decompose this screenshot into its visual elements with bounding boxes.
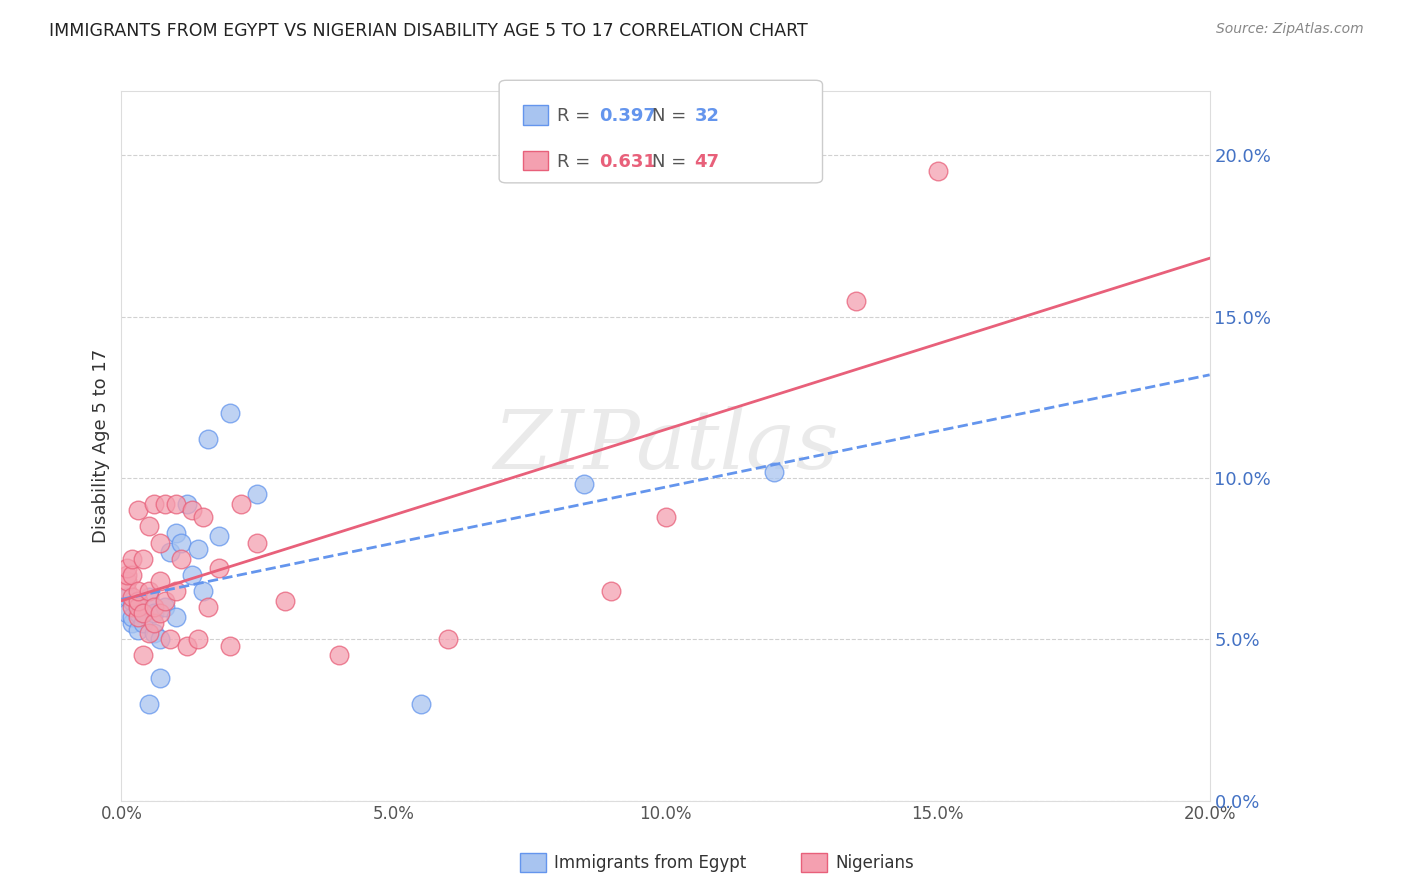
Point <box>148 535 170 549</box>
Point <box>191 509 214 524</box>
Y-axis label: Disability Age 5 to 17: Disability Age 5 to 17 <box>93 349 110 543</box>
Point <box>132 648 155 663</box>
Text: 32: 32 <box>695 107 720 125</box>
Point <box>273 593 295 607</box>
Point <box>115 574 138 589</box>
Point <box>148 607 170 621</box>
Point <box>138 697 160 711</box>
Point <box>165 609 187 624</box>
Point <box>219 639 242 653</box>
Point <box>246 487 269 501</box>
Point <box>115 561 138 575</box>
Point <box>159 632 181 647</box>
Point <box>115 583 138 598</box>
Text: Nigerians: Nigerians <box>835 855 914 872</box>
Point <box>572 477 595 491</box>
Point <box>132 551 155 566</box>
Point <box>170 535 193 549</box>
Point <box>121 591 143 605</box>
Point <box>187 632 209 647</box>
Point <box>132 607 155 621</box>
Point <box>138 591 160 605</box>
Text: 0.397: 0.397 <box>599 107 655 125</box>
Text: Source: ZipAtlas.com: Source: ZipAtlas.com <box>1216 22 1364 37</box>
Point <box>138 625 160 640</box>
Text: R =: R = <box>557 153 596 170</box>
Point <box>165 497 187 511</box>
Point <box>197 600 219 615</box>
Point <box>181 567 204 582</box>
Point <box>153 497 176 511</box>
Point <box>121 567 143 582</box>
Point <box>181 503 204 517</box>
Point <box>143 616 166 631</box>
Point <box>231 497 253 511</box>
Point <box>127 583 149 598</box>
Point <box>127 600 149 615</box>
Point <box>143 607 166 621</box>
Point <box>153 593 176 607</box>
Point <box>187 541 209 556</box>
Point <box>219 407 242 421</box>
Point <box>197 432 219 446</box>
Point <box>153 600 176 615</box>
Point <box>600 583 623 598</box>
Point <box>115 607 138 621</box>
Point <box>127 503 149 517</box>
Point <box>115 567 138 582</box>
Point <box>127 609 149 624</box>
Text: 47: 47 <box>695 153 720 170</box>
Point <box>143 625 166 640</box>
Point <box>159 545 181 559</box>
Text: N =: N = <box>652 107 692 125</box>
Point <box>121 600 143 615</box>
Point <box>132 616 155 631</box>
Point <box>845 293 868 308</box>
Point <box>127 593 149 607</box>
Point <box>121 593 143 607</box>
Point <box>170 551 193 566</box>
Point <box>121 551 143 566</box>
Point <box>927 164 949 178</box>
Point <box>148 574 170 589</box>
Point <box>165 583 187 598</box>
Point <box>127 607 149 621</box>
Point <box>121 609 143 624</box>
Text: ZIPatlas: ZIPatlas <box>492 406 838 486</box>
Point <box>143 497 166 511</box>
Point <box>246 535 269 549</box>
Point <box>132 607 155 621</box>
Point <box>409 697 432 711</box>
Point <box>208 529 231 543</box>
Point <box>121 616 143 631</box>
Point <box>176 497 198 511</box>
Point <box>654 509 676 524</box>
Point <box>208 561 231 575</box>
Text: 0.631: 0.631 <box>599 153 655 170</box>
Text: IMMIGRANTS FROM EGYPT VS NIGERIAN DISABILITY AGE 5 TO 17 CORRELATION CHART: IMMIGRANTS FROM EGYPT VS NIGERIAN DISABI… <box>49 22 808 40</box>
Point <box>165 525 187 540</box>
Point <box>176 639 198 653</box>
Text: Immigrants from Egypt: Immigrants from Egypt <box>554 855 747 872</box>
Point <box>127 600 149 615</box>
Point <box>143 600 166 615</box>
Text: N =: N = <box>652 153 692 170</box>
Point <box>115 591 138 605</box>
Point <box>148 632 170 647</box>
Text: R =: R = <box>557 107 596 125</box>
Point <box>127 623 149 637</box>
Point <box>328 648 350 663</box>
Point <box>437 632 460 647</box>
Point <box>148 671 170 685</box>
Point <box>138 583 160 598</box>
Point <box>763 465 786 479</box>
Point <box>191 583 214 598</box>
Point <box>138 519 160 533</box>
